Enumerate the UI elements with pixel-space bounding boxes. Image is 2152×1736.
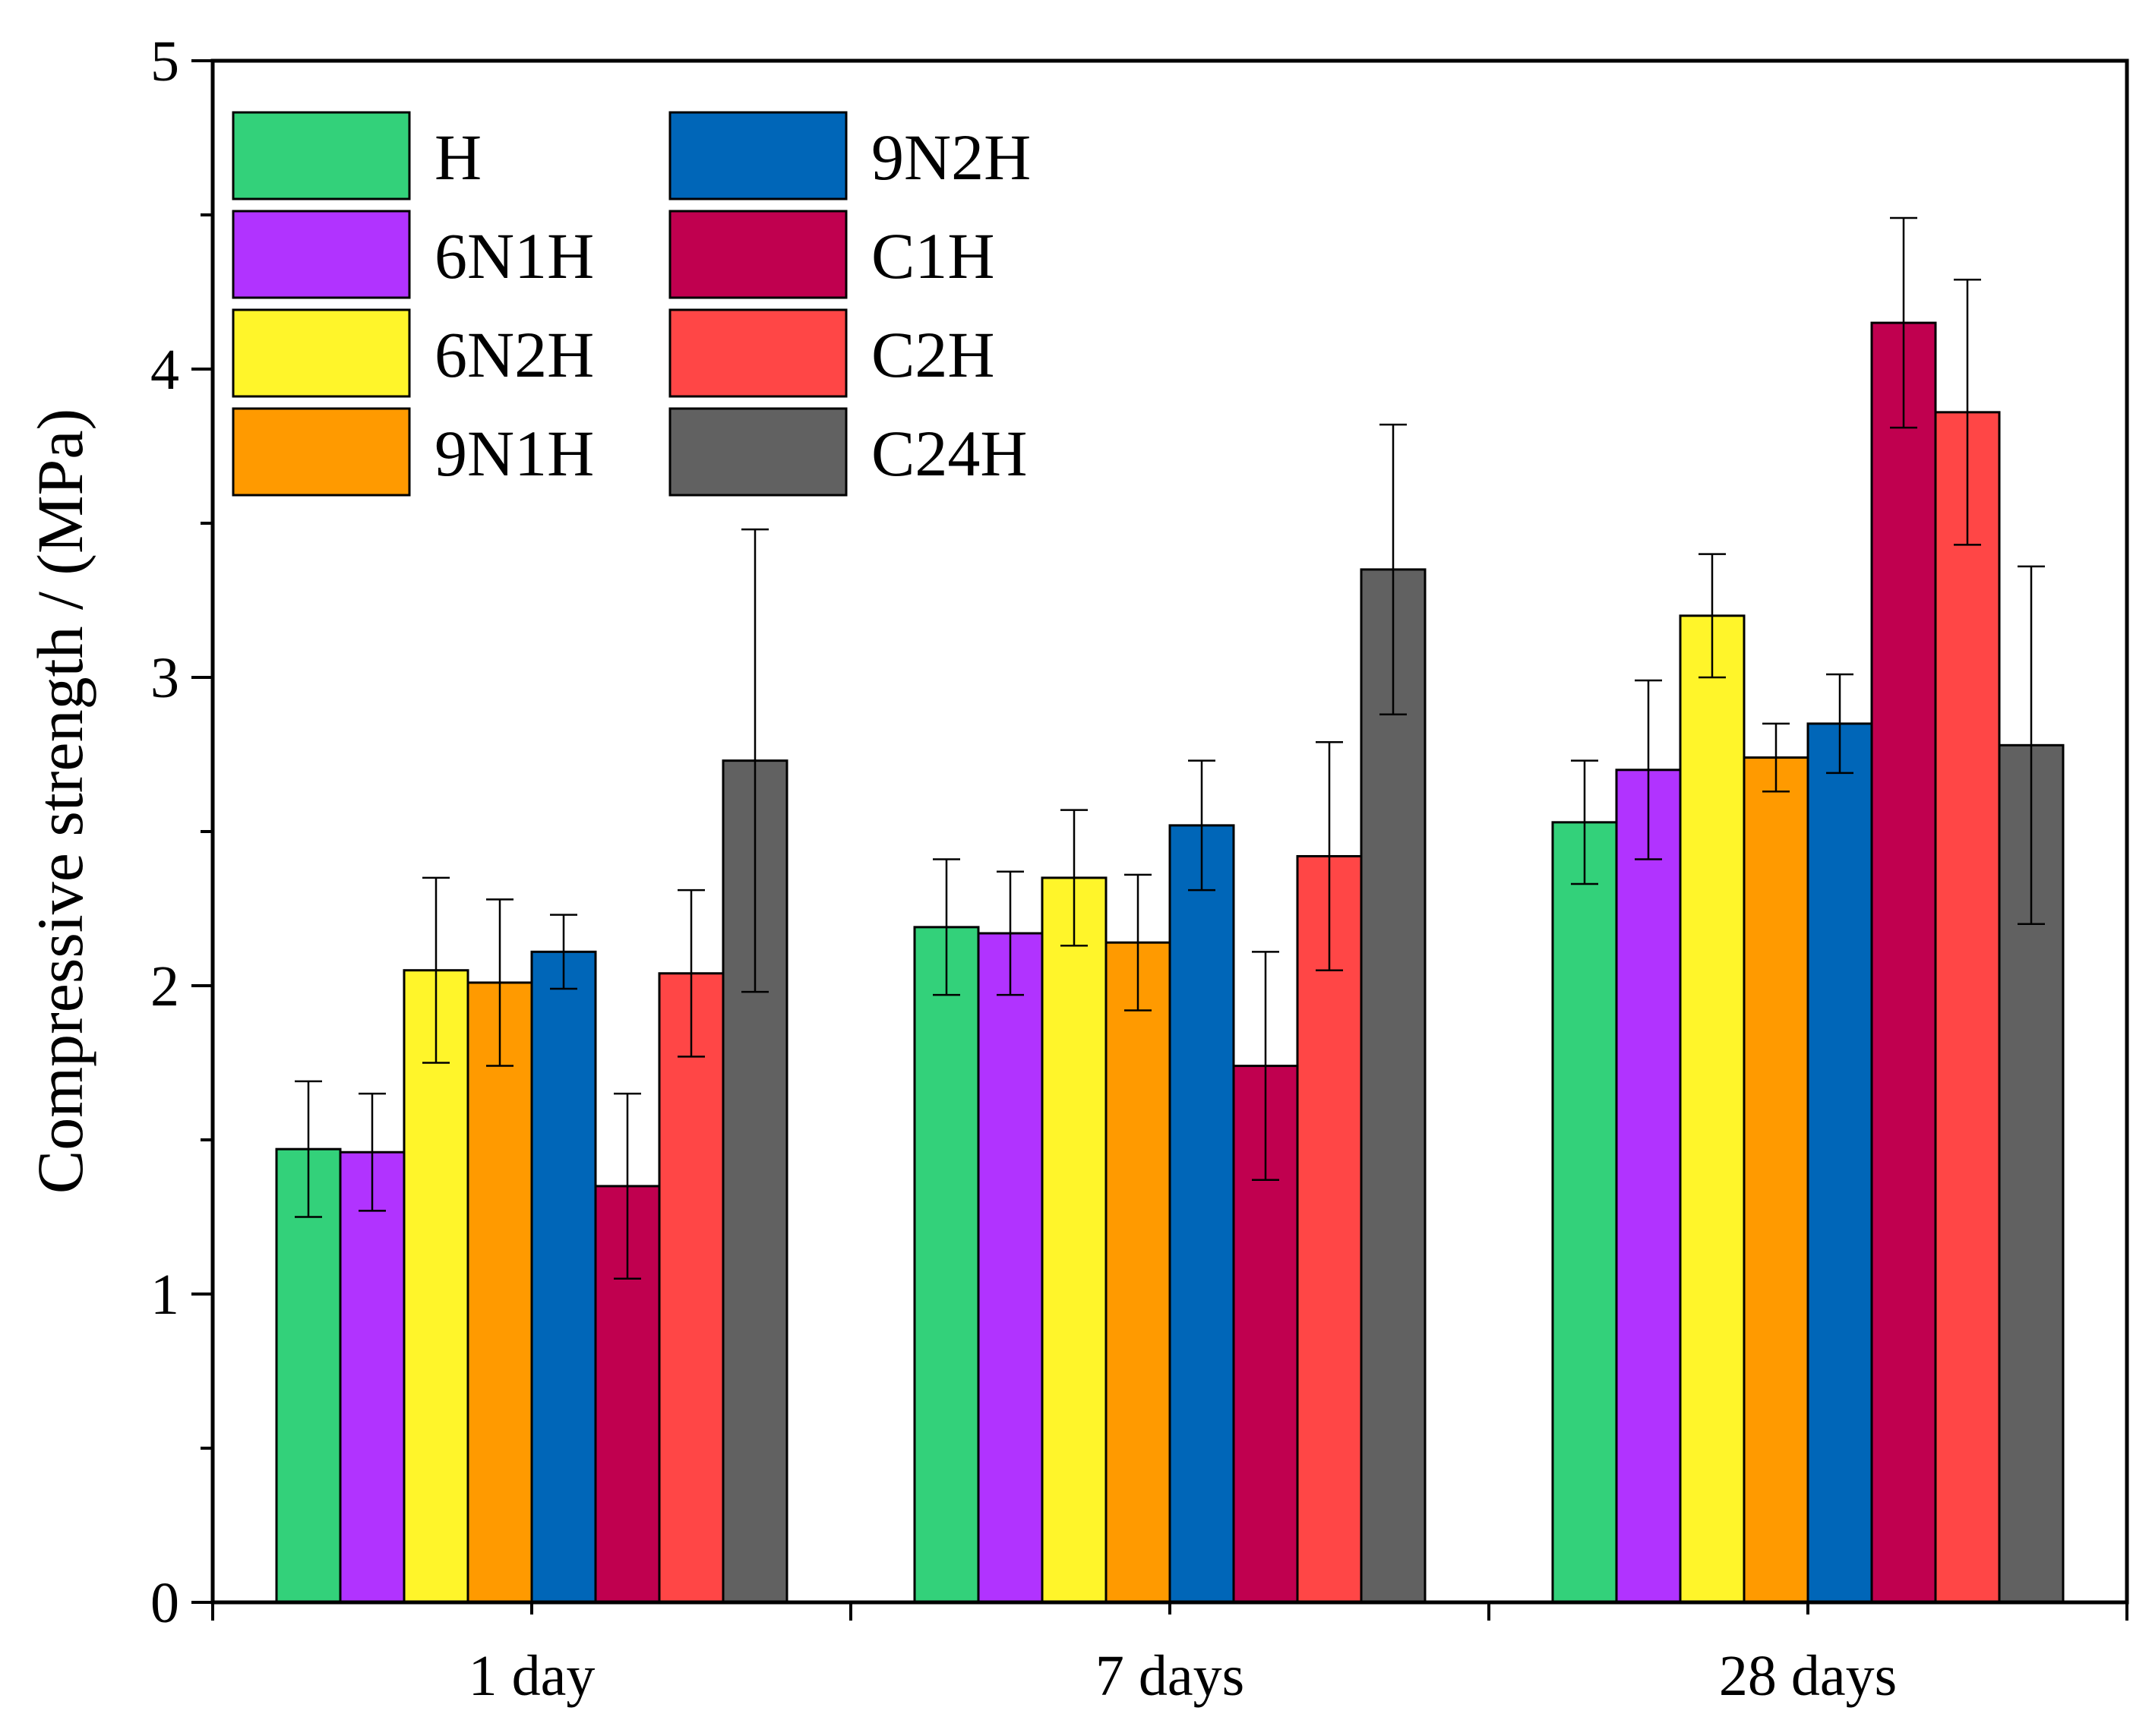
x-category-label: 28 days (1719, 1644, 1897, 1708)
y-tick-label: 4 (150, 338, 179, 402)
legend-label-C24H: C24H (871, 417, 1027, 490)
legend: H 6N1H 6N2H 9N1H 9N2H C1H C2H C24H (232, 111, 1031, 497)
legend-label-9N1H: 9N1H (435, 417, 594, 490)
legend-swatch-6N2H (232, 308, 411, 398)
legend-swatch-C2H (668, 308, 848, 398)
legend-swatch-9N2H (668, 111, 848, 200)
bar-9N2H-2 (1806, 722, 1873, 1604)
bar-6N2H-2 (1679, 614, 1746, 1604)
bar-9N1H-0 (466, 981, 533, 1604)
bar-9N2H-1 (1168, 824, 1235, 1604)
bar-H-2 (1551, 821, 1618, 1604)
bar-6N1H-0 (339, 1150, 406, 1604)
bar-9N1H-1 (1104, 941, 1171, 1604)
legend-swatch-H (232, 111, 411, 200)
bar-6N2H-0 (403, 969, 469, 1604)
legend-swatch-6N1H (232, 210, 411, 299)
axes-layer: 0 1 2 3 4 5 1 day 7 days 28 days (150, 30, 2129, 1708)
bar-6N1H-2 (1615, 769, 1682, 1604)
legend-label-C1H: C1H (871, 219, 994, 292)
y-tick-label: 2 (150, 955, 179, 1018)
bar-6N2H-1 (1041, 876, 1108, 1604)
y-tick-label: 0 (150, 1571, 179, 1635)
legend-label-H: H (435, 121, 482, 194)
bars-layer (275, 216, 2065, 1604)
bar-C24H-1 (1360, 568, 1427, 1604)
x-category-label: 1 day (469, 1644, 596, 1708)
y-axis-title: Compressive strength / (MPa) (24, 409, 96, 1194)
y-tick-label: 1 (150, 1263, 179, 1327)
bar-C2H-2 (1934, 411, 2001, 1604)
bar-H-1 (913, 926, 980, 1604)
bar-C2H-0 (658, 972, 725, 1604)
legend-label-C2H: C2H (871, 318, 994, 391)
legend-label-9N2H: 9N2H (871, 121, 1031, 194)
legend-swatch-9N1H (232, 407, 411, 497)
bar-9N2H-0 (530, 950, 597, 1604)
y-tick-label: 3 (150, 646, 179, 710)
bar-C1H-2 (1870, 321, 1937, 1604)
legend-label-6N2H: 6N2H (435, 318, 594, 391)
bar-9N1H-2 (1743, 756, 1809, 1604)
legend-swatch-C24H (668, 407, 848, 497)
x-category-label: 7 days (1095, 1644, 1244, 1708)
y-tick-label: 5 (150, 30, 179, 93)
legend-label-6N1H: 6N1H (435, 219, 594, 292)
bar-6N1H-1 (977, 932, 1044, 1604)
bar-H-0 (275, 1147, 342, 1604)
legend-swatch-C1H (668, 210, 848, 299)
